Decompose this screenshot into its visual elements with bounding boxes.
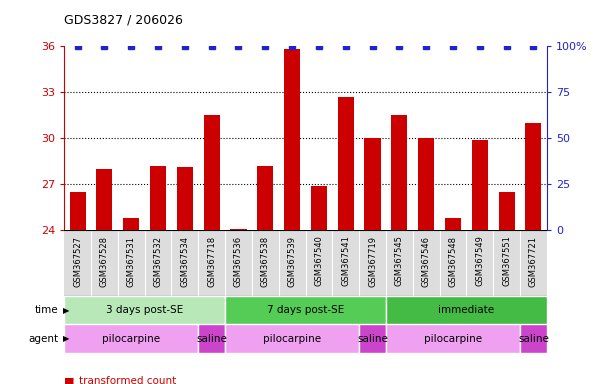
Text: 7 days post-SE: 7 days post-SE [267,305,344,315]
Bar [525,123,541,230]
Bar [386,324,520,353]
Bar [97,169,112,230]
Text: ▶: ▶ [63,306,70,314]
Text: 3 days post-SE: 3 days post-SE [106,305,183,315]
Text: pilocarpine: pilocarpine [263,334,321,344]
Text: GSM367539: GSM367539 [288,236,296,286]
Text: GSM367548: GSM367548 [448,236,458,286]
Bar [359,324,386,353]
Bar [64,296,225,324]
Text: GSM367546: GSM367546 [422,236,431,286]
Bar [338,97,354,230]
Text: immediate: immediate [438,305,494,315]
Bar [418,138,434,230]
Text: pilocarpine: pilocarpine [424,334,482,344]
Text: saline: saline [518,334,549,344]
Bar [225,296,386,324]
Text: GSM367718: GSM367718 [207,236,216,287]
Text: GSM367531: GSM367531 [126,236,136,286]
Bar [230,229,246,230]
Text: GSM367541: GSM367541 [341,236,350,286]
Text: ■: ■ [64,376,78,384]
Text: GSM367536: GSM367536 [234,236,243,287]
Text: GSM367549: GSM367549 [475,236,485,286]
Bar [203,115,220,230]
Text: pilocarpine: pilocarpine [102,334,160,344]
Bar [70,192,86,230]
Bar [499,192,514,230]
Text: time: time [34,305,58,315]
Text: saline: saline [357,334,388,344]
Text: saline: saline [196,334,227,344]
Bar [123,218,139,230]
Text: GDS3827 / 206026: GDS3827 / 206026 [64,13,183,26]
Bar [311,186,327,230]
Text: transformed count: transformed count [79,376,177,384]
Text: GSM367719: GSM367719 [368,236,377,286]
Text: GSM367532: GSM367532 [153,236,163,286]
Text: GSM367545: GSM367545 [395,236,404,286]
Bar [198,324,225,353]
Text: GSM367528: GSM367528 [100,236,109,286]
Bar [150,166,166,230]
Bar [391,115,408,230]
Text: GSM367534: GSM367534 [180,236,189,286]
Bar [64,324,198,353]
Text: GSM367527: GSM367527 [73,236,82,286]
Bar [520,324,547,353]
Text: GSM367721: GSM367721 [529,236,538,286]
Bar [177,167,193,230]
Bar [257,166,273,230]
Text: GSM367538: GSM367538 [261,236,270,287]
Text: GSM367540: GSM367540 [315,236,323,286]
Bar [365,138,381,230]
Text: agent: agent [28,334,58,344]
Text: GSM367551: GSM367551 [502,236,511,286]
Bar [472,140,488,230]
Text: ▶: ▶ [63,334,70,343]
Bar [386,296,547,324]
Bar [225,324,359,353]
Bar [445,218,461,230]
Bar [284,49,300,230]
